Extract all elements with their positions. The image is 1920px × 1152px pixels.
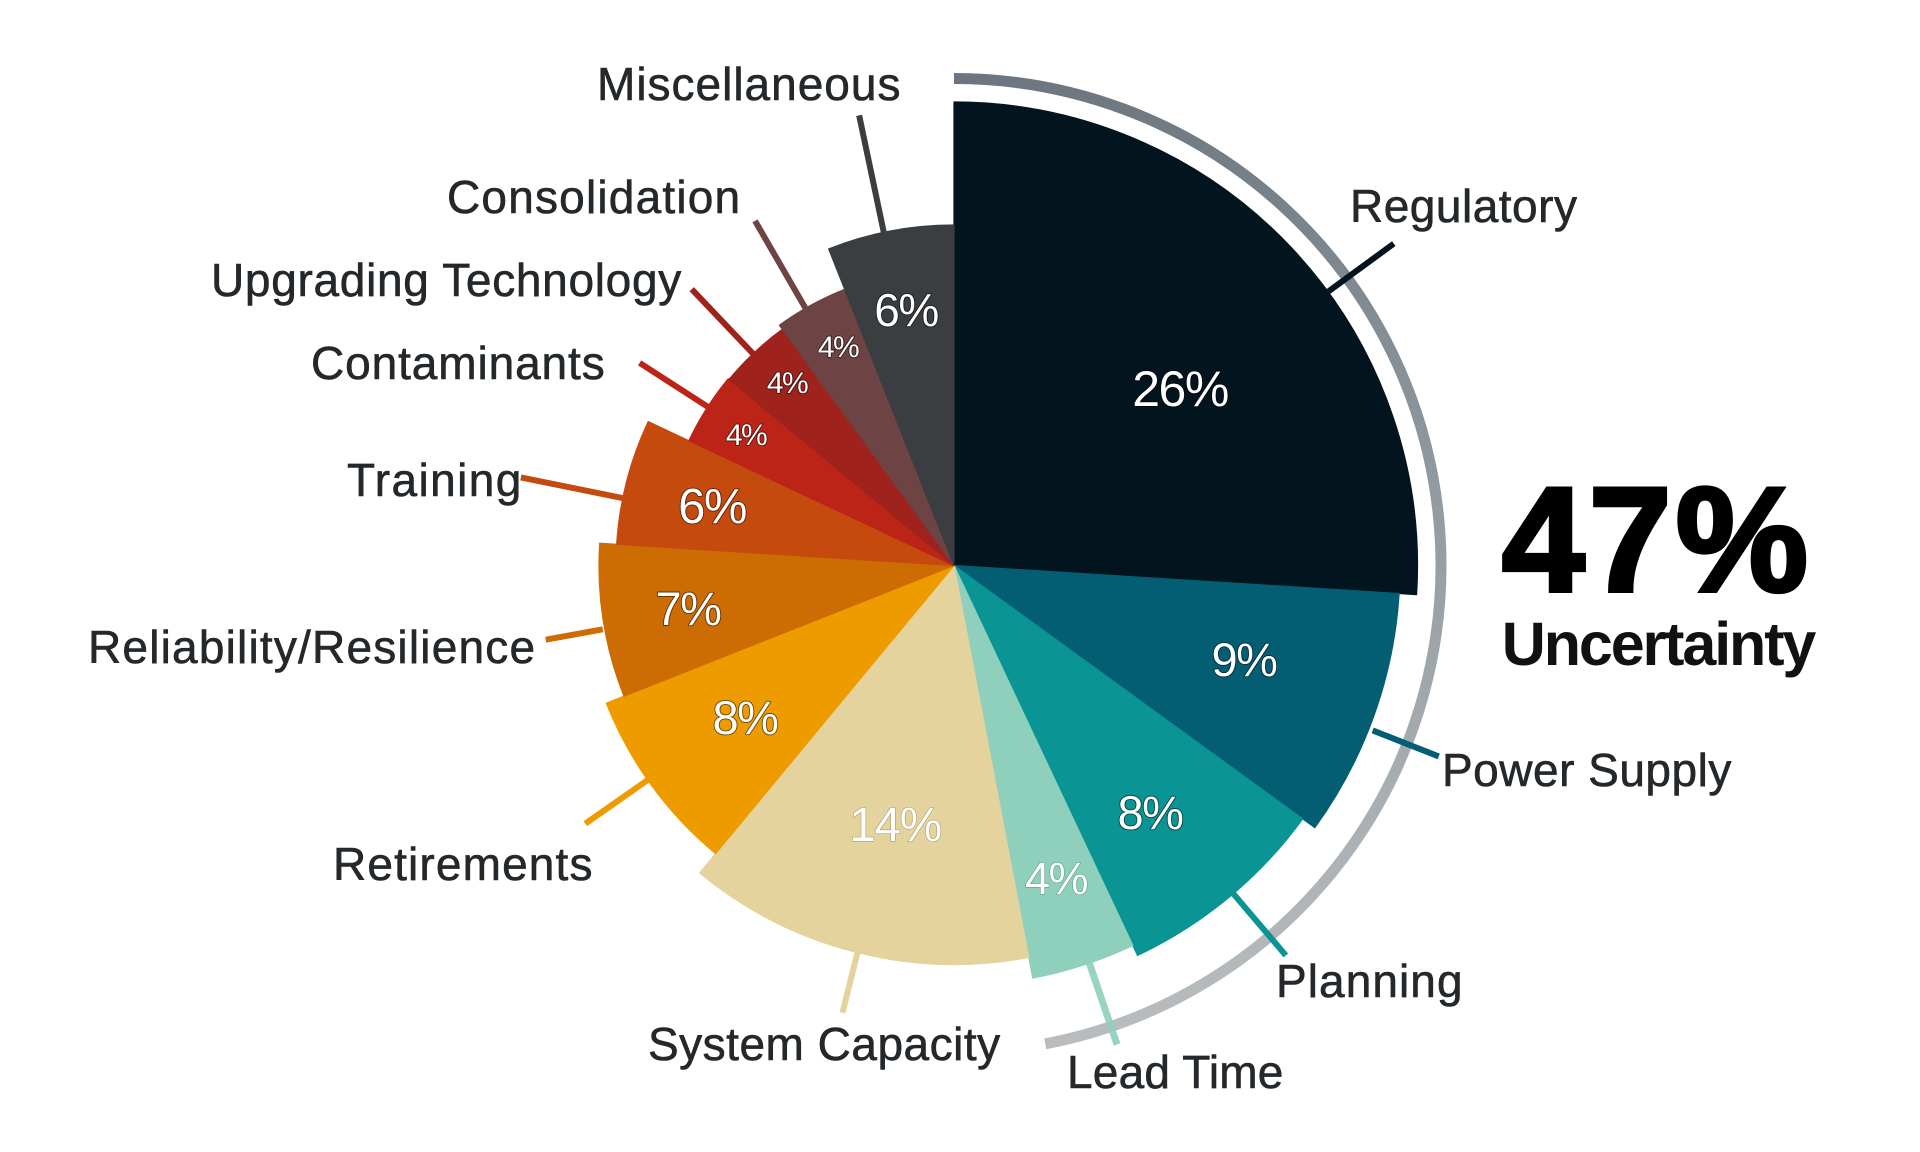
- svg-text:4%: 4%: [1025, 853, 1088, 904]
- svg-text:4%: 4%: [818, 331, 859, 364]
- svg-text:Lead Time: Lead Time: [1067, 1046, 1284, 1098]
- svg-text:14%: 14%: [849, 799, 941, 852]
- svg-text:Contaminants: Contaminants: [311, 337, 606, 389]
- svg-text:Planning: Planning: [1276, 955, 1464, 1007]
- svg-text:6%: 6%: [874, 284, 938, 336]
- svg-text:26%: 26%: [1132, 361, 1228, 417]
- svg-text:Training: Training: [347, 454, 523, 506]
- svg-text:Retirements: Retirements: [333, 838, 594, 890]
- svg-text:Regulatory: Regulatory: [1350, 180, 1577, 232]
- svg-text:Miscellaneous: Miscellaneous: [597, 58, 901, 110]
- svg-text:Consolidation: Consolidation: [447, 171, 741, 223]
- svg-text:9%: 9%: [1212, 633, 1278, 686]
- svg-text:4%: 4%: [726, 419, 767, 452]
- svg-text:6%: 6%: [678, 480, 746, 534]
- svg-text:System Capacity: System Capacity: [648, 1018, 1001, 1070]
- svg-text:Power Supply: Power Supply: [1442, 744, 1732, 796]
- svg-text:Uncertainty: Uncertainty: [1502, 610, 1817, 678]
- svg-text:4%: 4%: [767, 367, 808, 400]
- svg-text:Reliability/Resilience: Reliability/Resilience: [88, 621, 536, 673]
- svg-text:47%: 47%: [1502, 456, 1812, 623]
- svg-text:8%: 8%: [713, 691, 779, 744]
- svg-text:8%: 8%: [1118, 786, 1184, 839]
- svg-text:Upgrading Technology: Upgrading Technology: [211, 254, 682, 306]
- svg-text:7%: 7%: [656, 582, 722, 635]
